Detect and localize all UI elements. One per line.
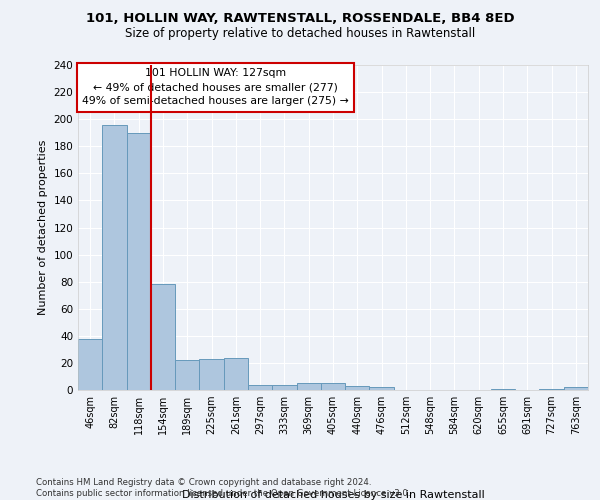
Bar	[199, 359, 224, 390]
X-axis label: Distribution of detached houses by size in Rawtenstall: Distribution of detached houses by size …	[182, 490, 484, 500]
Text: 101 HOLLIN WAY: 127sqm
← 49% of detached houses are smaller (277)
49% of semi-de: 101 HOLLIN WAY: 127sqm ← 49% of detached…	[82, 68, 349, 106]
Bar	[321, 383, 345, 390]
Text: Contains HM Land Registry data © Crown copyright and database right 2024.
Contai: Contains HM Land Registry data © Crown c…	[36, 478, 410, 498]
Bar	[151, 284, 175, 390]
Bar	[248, 384, 272, 390]
Bar	[78, 338, 102, 390]
Bar	[345, 386, 370, 390]
Bar	[272, 384, 296, 390]
Bar	[175, 360, 199, 390]
Y-axis label: Number of detached properties: Number of detached properties	[38, 140, 48, 315]
Text: Size of property relative to detached houses in Rawtenstall: Size of property relative to detached ho…	[125, 28, 475, 40]
Text: 101, HOLLIN WAY, RAWTENSTALL, ROSSENDALE, BB4 8ED: 101, HOLLIN WAY, RAWTENSTALL, ROSSENDALE…	[86, 12, 514, 26]
Bar	[491, 388, 515, 390]
Bar	[102, 124, 127, 390]
Bar	[296, 383, 321, 390]
Bar	[539, 388, 564, 390]
Bar	[370, 388, 394, 390]
Bar	[564, 388, 588, 390]
Bar	[127, 132, 151, 390]
Bar	[224, 358, 248, 390]
